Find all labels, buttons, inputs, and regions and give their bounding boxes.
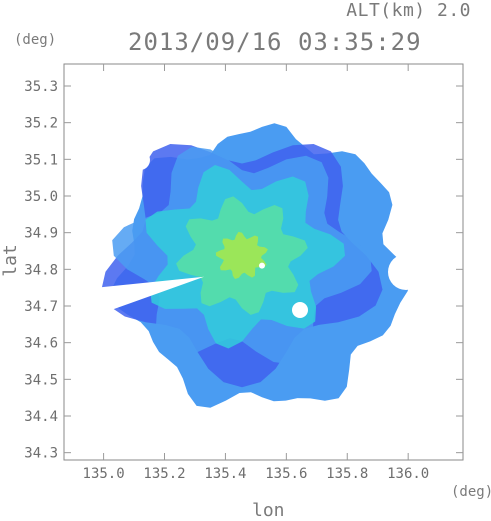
altitude-label: ALT(km) 2.0 — [346, 0, 471, 21]
x-axis-ticks: 135.0 135.2 135.4 135.6 135.8 136.0 — [83, 64, 429, 482]
y-tick-label: 34.6 — [24, 336, 58, 352]
y-tick-label: 35.2 — [24, 116, 58, 132]
x-tick-label: 135.8 — [326, 466, 368, 482]
x-tick-label: 135.4 — [204, 466, 246, 482]
x-axis-unit: (deg) — [451, 484, 491, 500]
y-axis-unit: (deg) — [14, 32, 57, 48]
echo-high-core — [215, 231, 268, 279]
y-tick-label: 35.1 — [24, 152, 58, 168]
echo-gap — [292, 302, 308, 318]
y-tick-label: 34.8 — [24, 262, 58, 278]
y-tick-label: 34.4 — [24, 409, 58, 425]
y-tick-label: 34.7 — [24, 299, 58, 315]
chart-title: 2013/09/16 03:35:29 — [128, 28, 422, 56]
x-tick-label: 135.6 — [265, 466, 307, 482]
y-tick-label: 35.3 — [24, 79, 58, 95]
plot-frame — [63, 63, 464, 461]
y-tick-label: 34.9 — [24, 226, 58, 242]
y-tick-label: 34.3 — [24, 446, 58, 462]
x-axis-label: lon — [252, 500, 285, 521]
echo-gap — [130, 150, 150, 170]
radar-site-marker — [258, 262, 265, 269]
x-tick-label: 136.0 — [387, 466, 429, 482]
y-axis-ticks: 34.3 34.4 34.5 34.6 34.7 34.8 34.9 35.0 35.1 35.2… — [24, 79, 463, 462]
y-tick-label: 34.5 — [24, 372, 58, 388]
blind-sector-wedge — [64, 276, 205, 327]
echo-gap — [388, 254, 424, 290]
y-tick-label: 35.0 — [24, 189, 58, 205]
x-tick-label: 135.2 — [143, 466, 185, 482]
x-tick-label: 135.0 — [83, 466, 125, 482]
radar-echo-field — [64, 123, 424, 408]
echo-gap — [360, 382, 380, 402]
